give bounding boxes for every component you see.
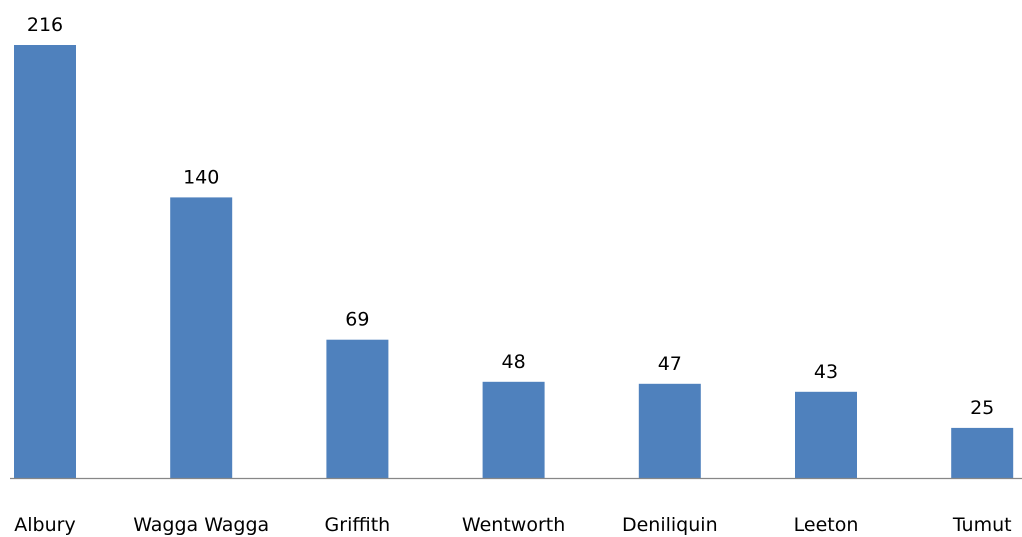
bar-tumut [951, 427, 1014, 478]
x-tick-label-wentworth: Wentworth [462, 514, 565, 536]
bar-wentworth [482, 381, 545, 478]
x-tick-label-tumut: Tumut [952, 514, 1012, 536]
bar-wagga-wagga [170, 197, 233, 478]
data-label-griffith: 69 [345, 309, 369, 331]
data-label-albury: 216 [27, 14, 63, 36]
data-labels-group: 216 140 69 48 47 43 25 [27, 14, 994, 419]
bar-deniliquin [638, 383, 701, 478]
data-label-deniliquin: 47 [658, 353, 682, 375]
bar-leeton [795, 391, 857, 478]
bar-albury [14, 45, 76, 478]
bars-group [14, 45, 1014, 478]
data-label-wentworth: 48 [502, 351, 526, 373]
bar-griffith [326, 339, 389, 478]
data-label-tumut: 25 [970, 397, 994, 419]
x-tick-label-deniliquin: Deniliquin [622, 514, 718, 536]
x-tick-label-leeton: Leeton [794, 514, 859, 536]
x-tick-labels-group: Albury Wagga Wagga Griffith Wentworth Denili… [14, 514, 1011, 536]
x-tick-label-griffith: Griffith [325, 514, 391, 536]
data-label-leeton: 43 [814, 361, 838, 383]
data-label-wagga-wagga: 140 [183, 166, 219, 188]
x-tick-label-wagga-wagga: Wagga Wagga [133, 514, 269, 536]
x-tick-label-albury: Albury [14, 514, 75, 536]
